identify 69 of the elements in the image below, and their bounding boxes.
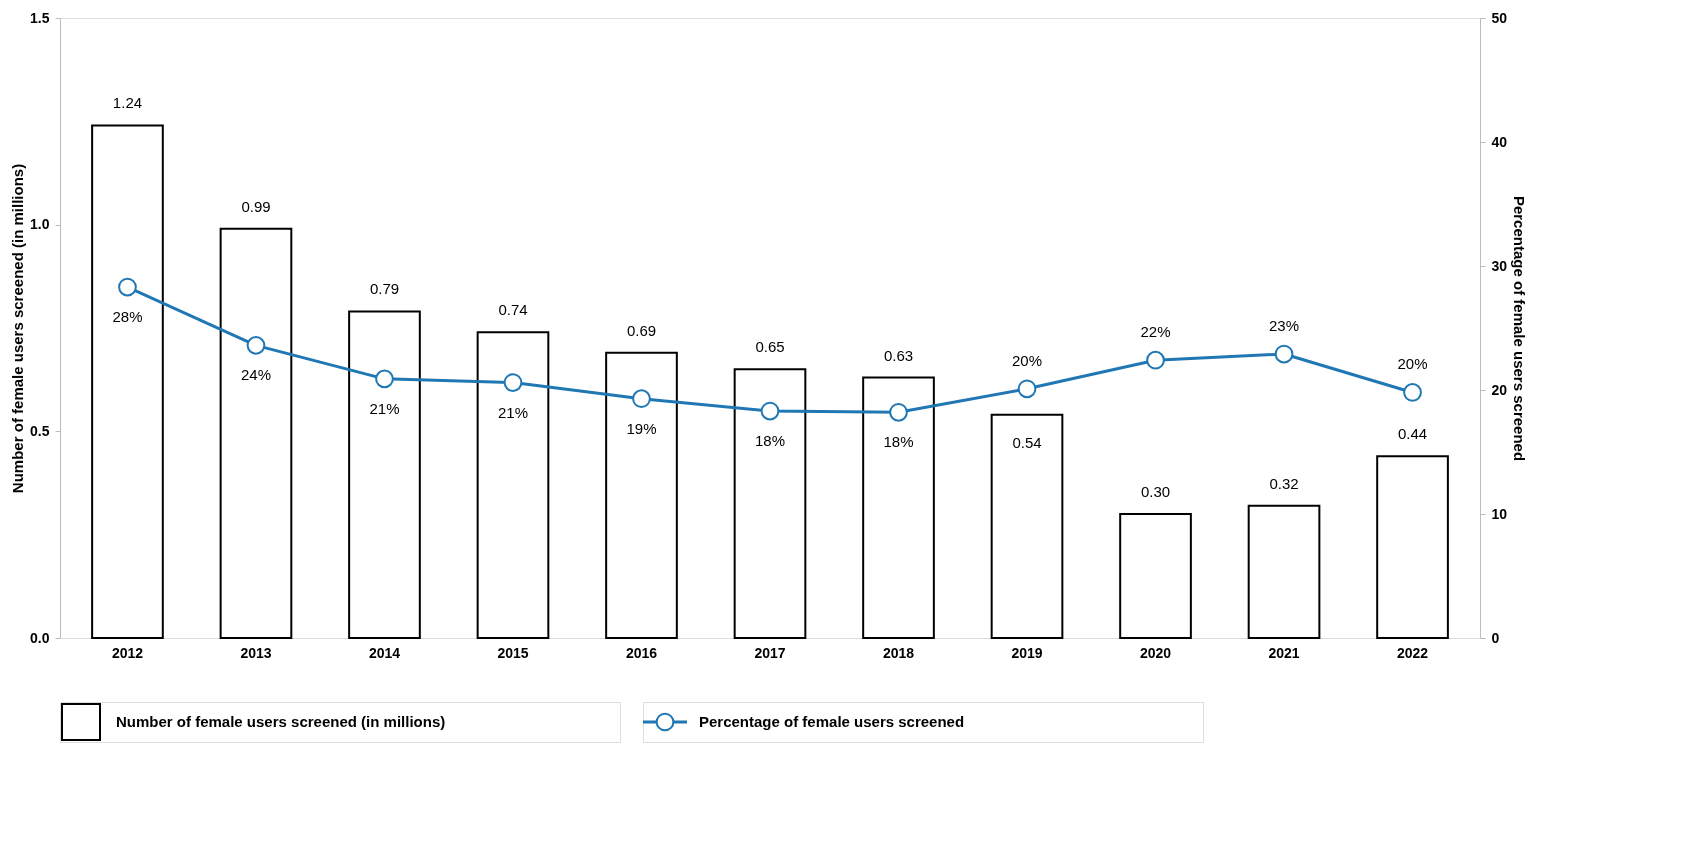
y2-tick-label: 30 [1491,257,1508,274]
y-axis-title: Number of female users screened (in millions) [9,163,27,494]
legend-label: Percentage of female users screened [699,713,965,730]
data-label: 0.44 [1397,425,1428,443]
bar [605,351,678,639]
x-tick-label: 2014 [368,644,401,661]
data-label: 24% [240,366,271,384]
bar [348,310,421,639]
data-label: 0.54 [1012,433,1042,451]
data-label: 18% [754,432,786,450]
point [632,389,651,409]
data-label: 0.30 [1140,483,1171,500]
y2-tick-label: 50 [1491,9,1508,26]
data-label: 23% [1269,317,1300,335]
y-tick-label: 0.0 [30,629,50,646]
point [246,336,266,355]
data-label: 0.99 [241,197,271,215]
data-label: 0.63 [883,346,914,364]
bar [91,124,164,639]
point [1403,383,1422,402]
point [118,277,137,297]
y-tick-label: 0.5 [30,422,50,439]
data-label: 0.69 [626,321,657,339]
bar [219,227,293,639]
y-tick-label: 1.0 [30,216,50,233]
x-tick-label: 2022 [1396,644,1429,661]
x-tick-label: 2016 [625,644,658,661]
bar [733,368,807,639]
x-tick-label: 2013 [240,644,272,661]
data-label: 28% [112,308,143,326]
y2-tick-label: 0 [1491,629,1500,646]
point [375,369,394,389]
data-label: 21% [369,399,400,417]
y2-tick-label: 10 [1491,505,1508,522]
bar [476,331,550,639]
y2-tick-label: 20 [1491,381,1508,398]
data-label: 0.65 [755,338,785,356]
x-tick-label: 2020 [1139,644,1172,661]
data-label: 18% [883,433,914,451]
legend-label: Number of female users screened (in millions) [116,713,446,730]
data-label: 22% [1140,323,1171,341]
data-label: 0.79 [369,280,400,298]
bar [990,413,1064,639]
x-tick-label: 2017 [754,644,786,661]
x-tick-label: 2012 [111,644,144,661]
y2-axis-title: Percentage of female users screened [1511,195,1529,462]
x-tick-label: 2019 [1011,644,1043,661]
bar [1247,504,1321,639]
point [503,373,523,392]
bar [1376,455,1449,639]
point [1146,350,1165,370]
bar [862,376,935,639]
point [889,402,908,422]
x-tick-label: 2018 [882,644,915,661]
data-label: 20% [1397,355,1428,373]
data-label: 0.32 [1269,474,1299,492]
data-label: 20% [1012,351,1043,369]
x-tick-label: 2021 [1268,644,1300,661]
x-tick-label: 2015 [497,644,529,661]
point [1274,344,1294,364]
data-label: 21% [497,403,528,421]
point [760,401,780,421]
data-label: 0.74 [498,301,528,319]
point [1017,379,1037,399]
data-label: 19% [626,419,657,437]
data-label: 1.24 [112,94,143,112]
y2-tick-label: 40 [1491,133,1508,150]
bar [1119,513,1192,639]
y-tick-label: 1.5 [30,9,50,26]
